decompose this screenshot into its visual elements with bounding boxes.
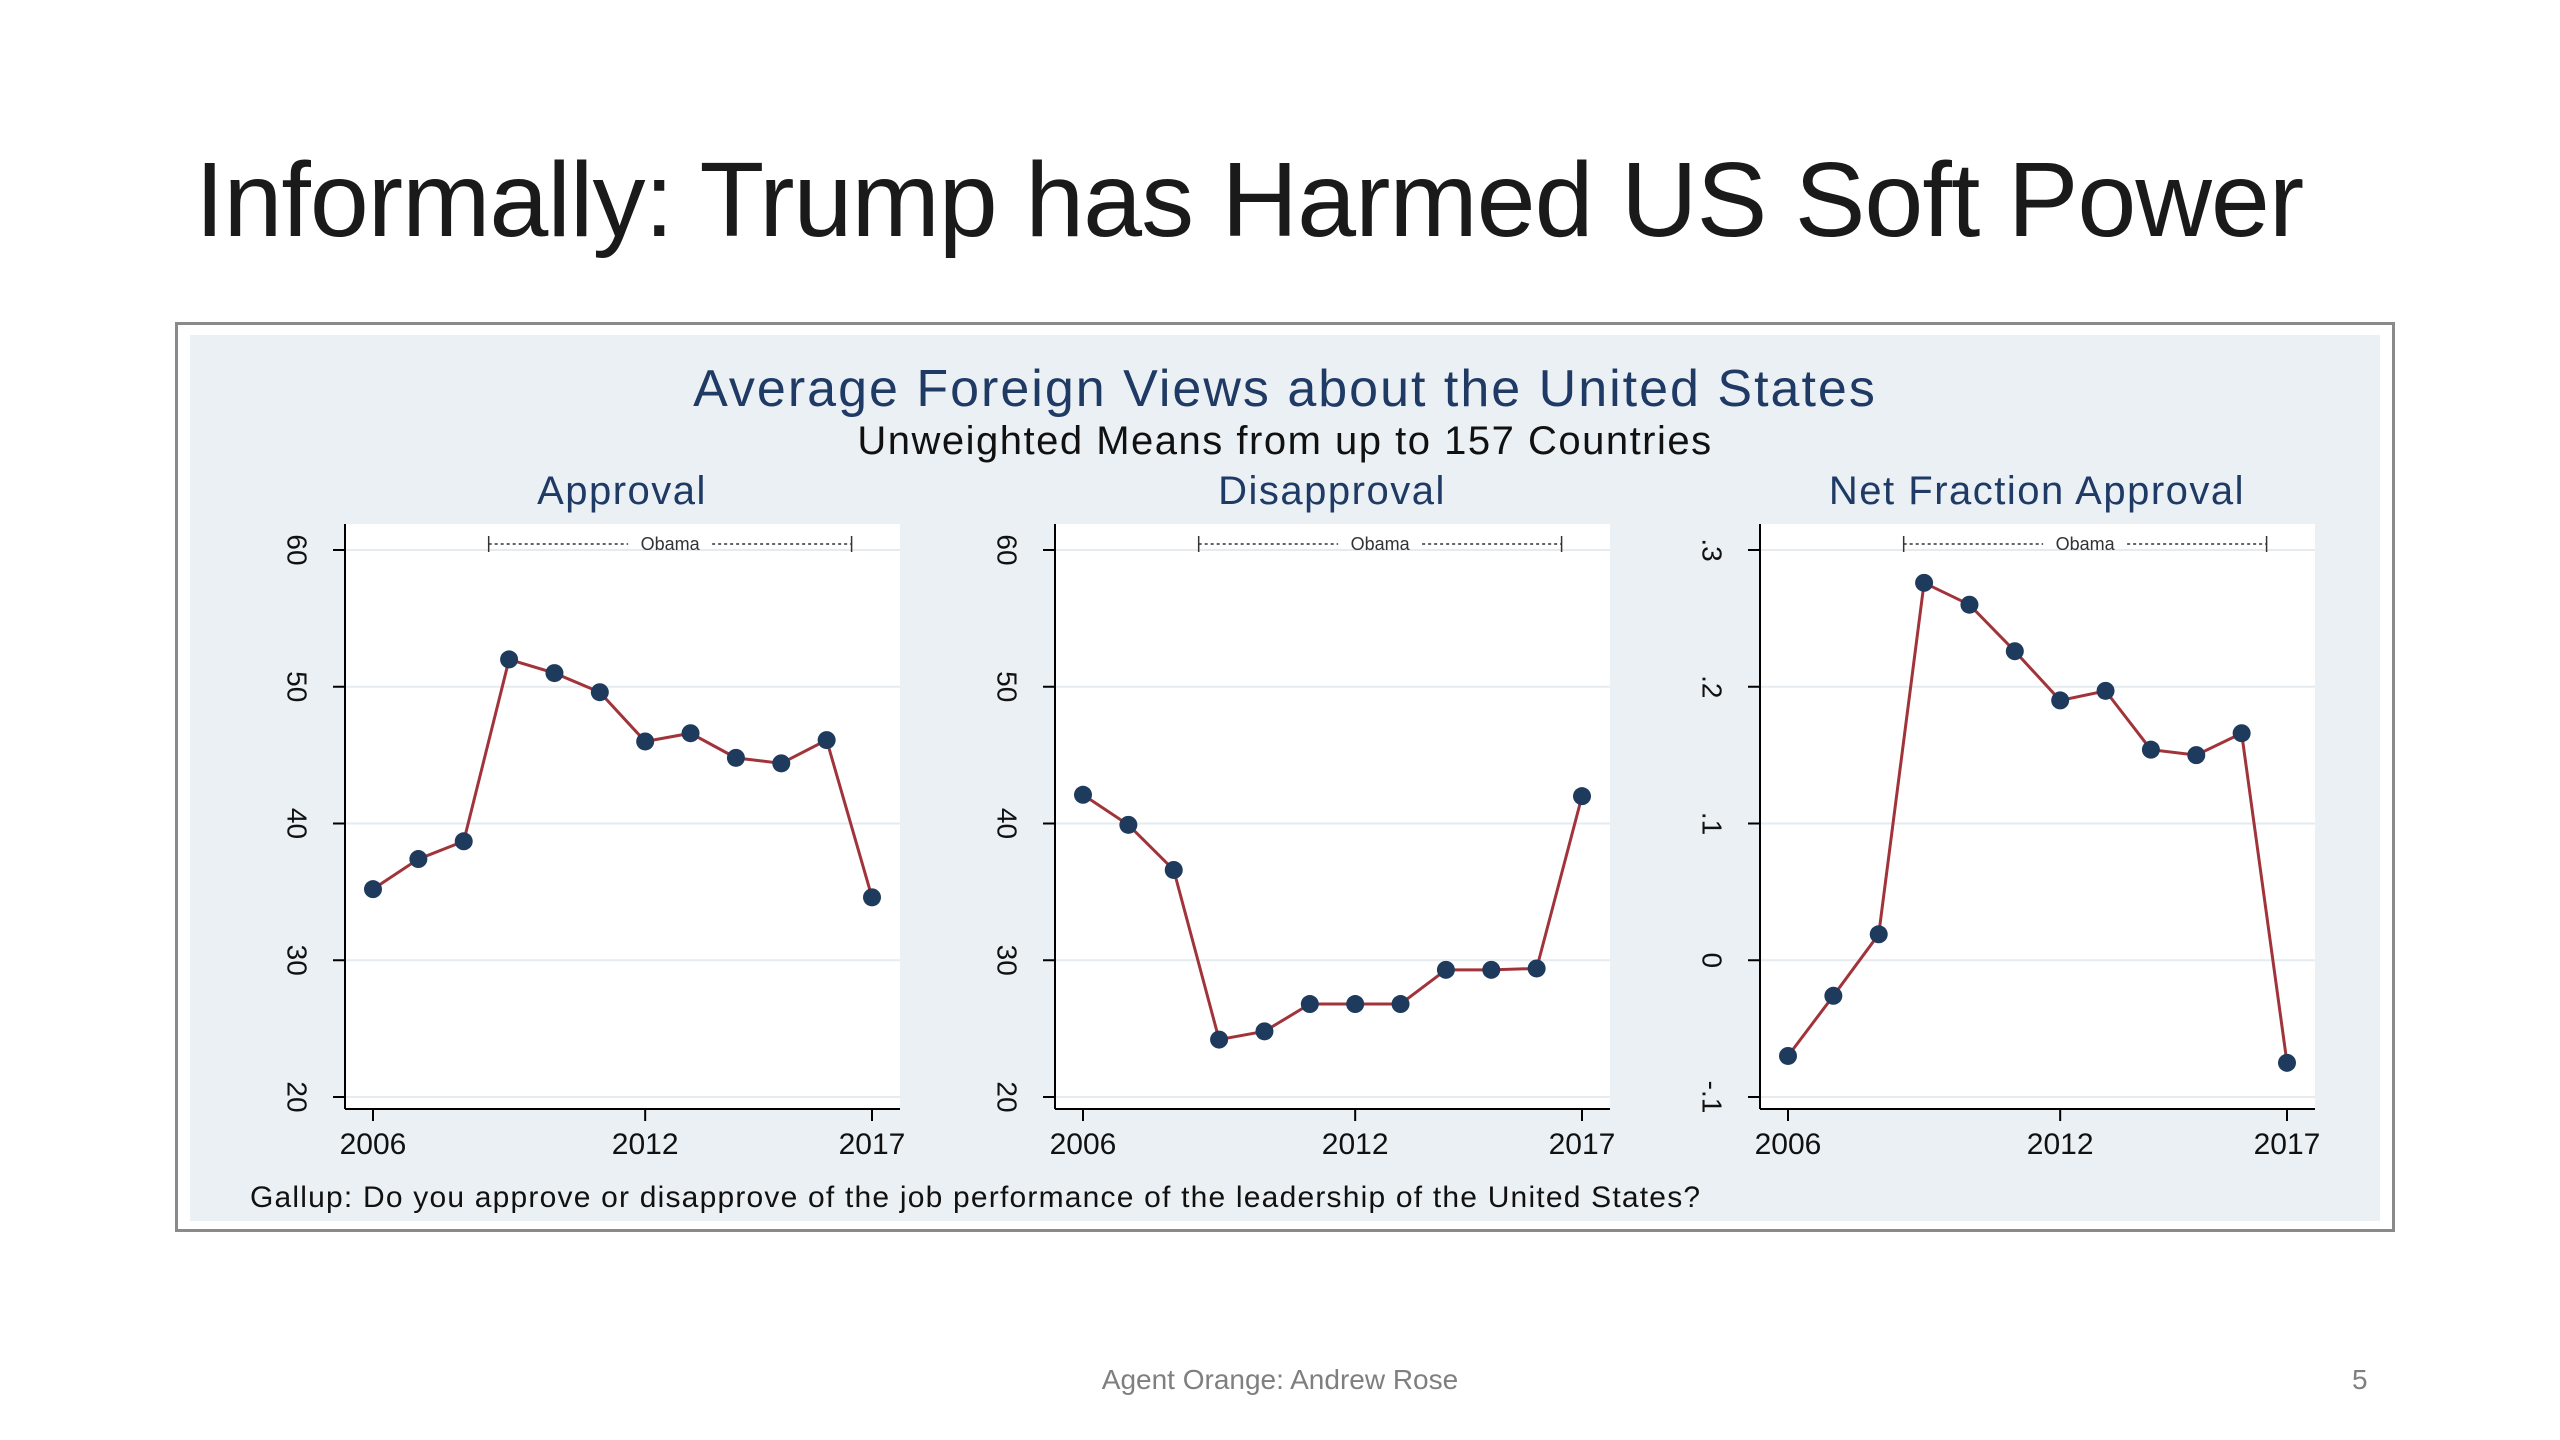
x-tick-label: 2006 [1755, 1128, 1822, 1161]
x-tick-label: 2012 [1322, 1128, 1389, 1161]
y-tick-label: 30 [282, 945, 313, 976]
data-point [2187, 746, 2206, 765]
data-point [1346, 995, 1365, 1014]
data-point [772, 754, 791, 773]
data-point [2005, 642, 2024, 661]
plot-area [1760, 524, 2315, 1109]
data-point [726, 748, 745, 767]
x-tick-label: 2017 [2254, 1128, 2321, 1161]
data-point [863, 888, 881, 907]
data-point [2278, 1053, 2296, 1072]
chart-panel-2: 20 30 40 50 60 2006 2012 2017 Disapproval Obama [992, 469, 1616, 1161]
data-point [681, 724, 700, 743]
chart-title: Approval [537, 469, 707, 513]
data-point [1869, 925, 1888, 944]
page-number: 5 [2352, 1364, 2368, 1395]
y-tick-label: .1 [1697, 812, 1728, 835]
annotation-label: Obama [641, 534, 701, 554]
data-point [1436, 960, 1455, 979]
x-tick-label: 2012 [612, 1128, 679, 1161]
data-point [364, 880, 382, 899]
y-tick-label: 30 [992, 945, 1023, 976]
data-point [1210, 1030, 1229, 1049]
data-point [1527, 959, 1546, 978]
slide-title: Informally: Trump has Harmed US Soft Pow… [195, 141, 2304, 259]
data-point [1300, 995, 1319, 1014]
chart-panel-3: -.1 0 .1 .2 .3 2006 2012 2017 Net Fraction Appro… [1697, 469, 2321, 1161]
y-tick-label: .3 [1697, 538, 1728, 561]
data-point [545, 664, 564, 683]
data-point [1074, 785, 1092, 804]
y-tick-label: 0 [1697, 952, 1728, 968]
x-tick-label: 2006 [340, 1128, 407, 1161]
chart-title: Net Fraction Approval [1829, 469, 2245, 513]
data-point [2096, 681, 2115, 700]
data-point [1824, 986, 1843, 1005]
y-tick-label: 40 [282, 808, 313, 839]
data-point [2051, 691, 2070, 710]
data-point [1915, 573, 1934, 592]
y-tick-label: 20 [282, 1081, 313, 1112]
plot-area [1055, 524, 1610, 1109]
x-tick-label: 2017 [839, 1128, 906, 1161]
data-point [1119, 815, 1138, 834]
y-tick-label: 20 [992, 1081, 1023, 1112]
chart-panel-1: 20 30 40 50 60 2006 2012 2017 Approval Obama [282, 469, 906, 1161]
data-point [590, 683, 609, 702]
data-point [1573, 787, 1591, 806]
data-point [454, 832, 473, 851]
y-tick-label: 40 [992, 808, 1023, 839]
y-tick-label: -.1 [1697, 1081, 1728, 1114]
y-tick-label: .2 [1697, 675, 1728, 698]
y-tick-label: 50 [992, 671, 1023, 702]
data-point [817, 731, 836, 750]
slide-footer: Agent Orange: Andrew Rose [1101, 1364, 1459, 1395]
data-point [1391, 995, 1410, 1014]
annotation-label: Obama [2056, 534, 2116, 554]
data-point [500, 650, 519, 669]
data-point [1960, 595, 1979, 614]
y-tick-label: 60 [282, 534, 313, 565]
data-point [1482, 960, 1501, 979]
chart-title: Disapproval [1218, 469, 1446, 513]
data-point [2141, 740, 2160, 759]
data-point [2232, 724, 2251, 743]
y-tick-label: 60 [992, 534, 1023, 565]
data-point [1255, 1022, 1274, 1041]
data-point [636, 732, 655, 751]
x-tick-label: 2012 [2027, 1128, 2094, 1161]
x-tick-label: 2017 [1549, 1128, 1616, 1161]
y-tick-label: 50 [282, 671, 313, 702]
figure-title: Average Foreign Views about the United S… [693, 360, 1877, 418]
figure-subtitle: Unweighted Means from up to 157 Countrie… [857, 419, 1713, 463]
data-point [1164, 860, 1183, 879]
x-tick-label: 2006 [1050, 1128, 1117, 1161]
annotation-label: Obama [1351, 534, 1411, 554]
data-point [1779, 1046, 1797, 1065]
plot-area [345, 524, 900, 1109]
data-point [409, 850, 428, 869]
figure-note: Gallup: Do you approve or disapprove of … [250, 1181, 1702, 1214]
